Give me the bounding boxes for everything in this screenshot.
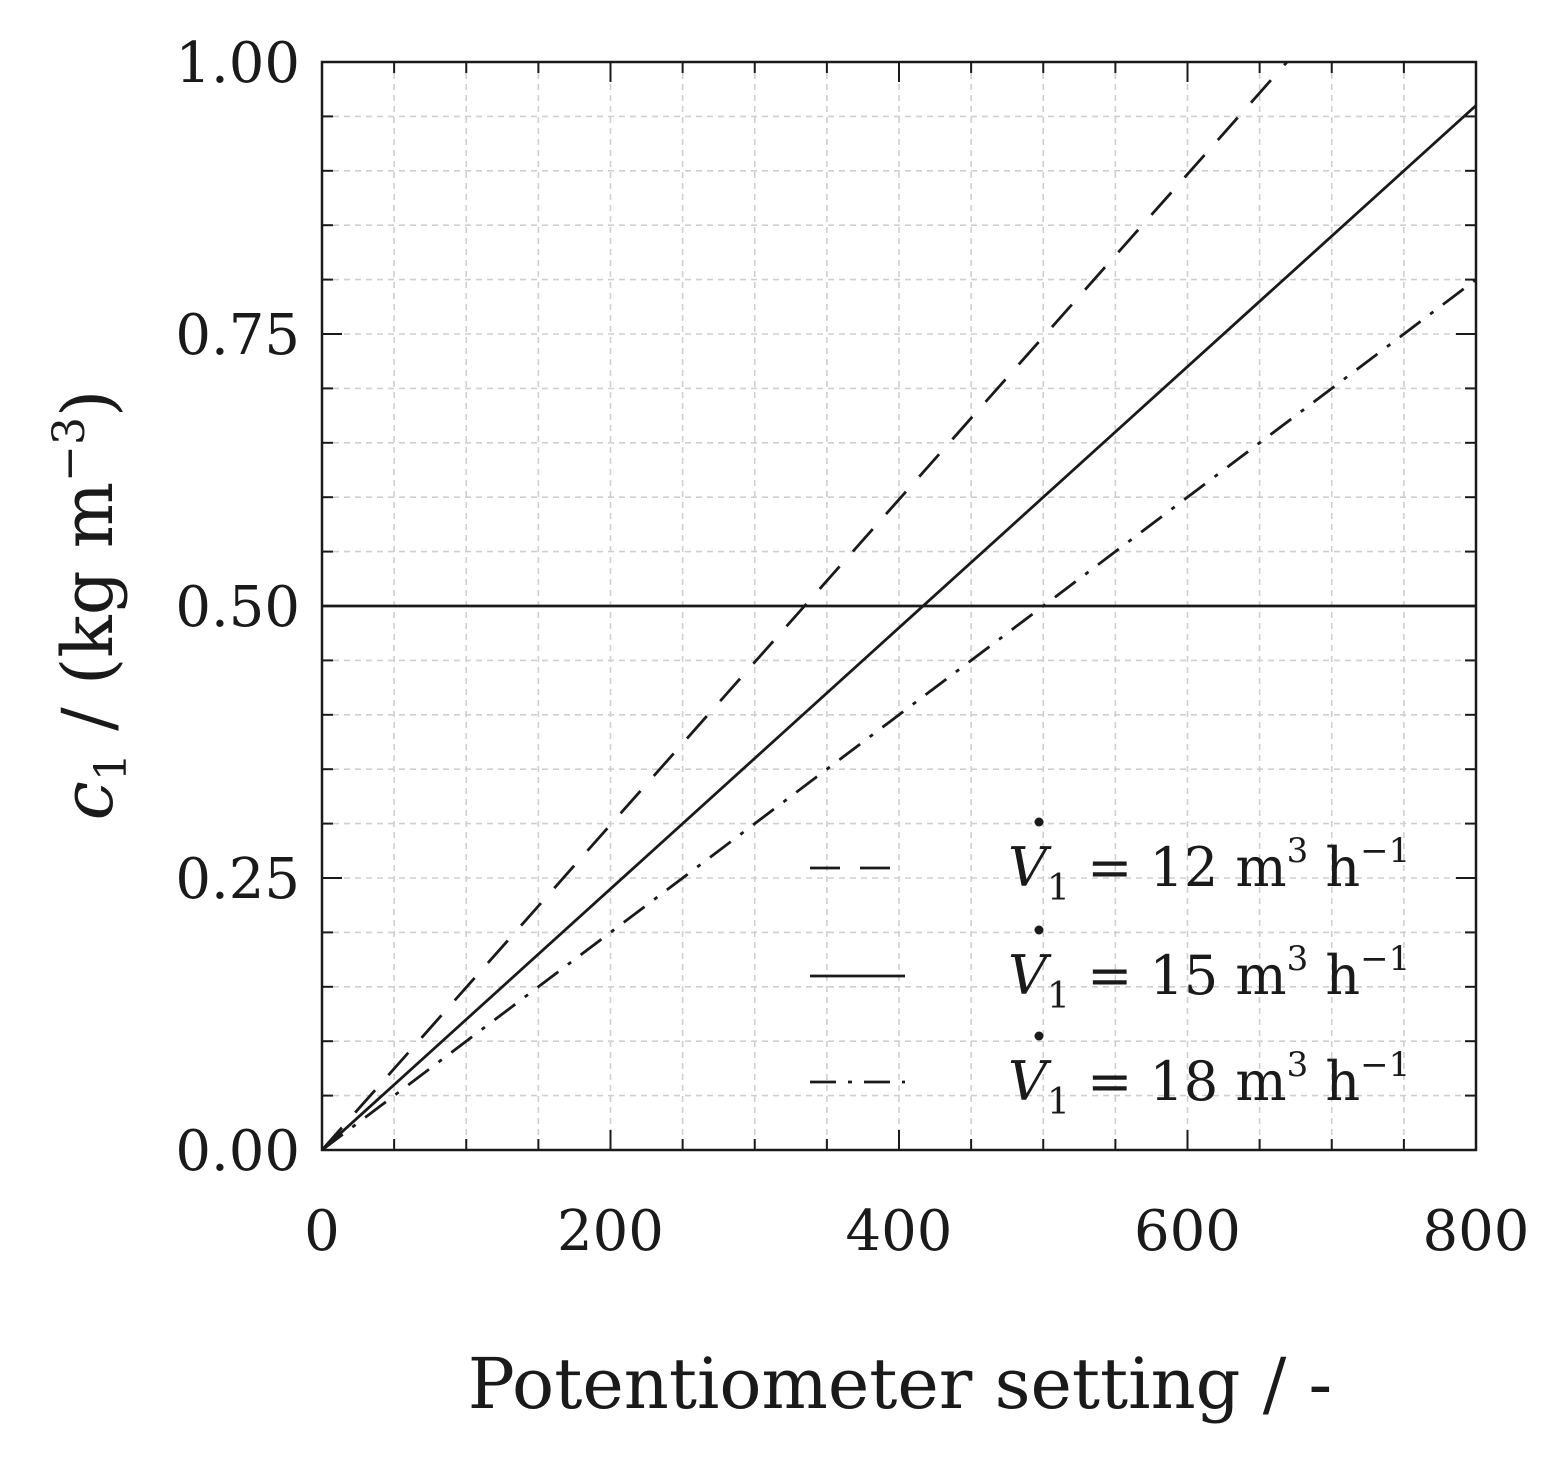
y-axis-unit-close: ) [47, 390, 129, 417]
y-axis-title: c1 / (kg m−3) [44, 390, 137, 821]
y-axis-symbol: c [47, 781, 129, 820]
x-tick-labels: 0 200 400 600 800 [304, 1199, 1529, 1264]
axis-ticks [322, 62, 1476, 1150]
legend-dot-accent-3 [1034, 1031, 1044, 1041]
x-tick-label: 800 [1423, 1199, 1530, 1264]
series-line-2 [321, 104, 1477, 1152]
legend-dot-accent-1 [1034, 817, 1044, 827]
series-line-3 [321, 278, 1477, 1152]
x-tick-label: 0 [304, 1199, 340, 1264]
x-tick-label: 400 [846, 1199, 953, 1264]
legend-dot-accent-2 [1034, 925, 1044, 935]
y-tick-label: 0.75 [175, 303, 300, 368]
y-tick-label: 0.50 [175, 575, 300, 640]
x-tick-label: 200 [557, 1199, 664, 1264]
legend-label-2: V1 = 15 m3 h−1 [1008, 939, 1410, 1017]
x-tick-label: 600 [1134, 1199, 1241, 1264]
y-tick-label: 0.25 [175, 847, 300, 912]
legend: V1 = 12 m3 h−1 V1 = 15 m3 h−1 V1 = 18 m3 h… [810, 817, 1410, 1123]
legend-label-3: V1 = 18 m3 h−1 [1008, 1045, 1410, 1123]
series-lines [320, 61, 1477, 1152]
y-tick-label: 0.00 [175, 1119, 300, 1184]
y-axis-subscript: 1 [86, 753, 137, 781]
y-axis-unit-exponent: −3 [44, 417, 95, 482]
y-axis-unit: / (kg m [47, 482, 129, 753]
y-tick-label: 1.00 [175, 31, 300, 96]
y-tick-labels: 0.00 0.25 0.50 0.75 1.00 [175, 31, 300, 1184]
x-axis-title: Potentiometer setting / - [468, 1343, 1332, 1425]
series-line-1 [320, 61, 1289, 1151]
legend-label-1: V1 = 12 m3 h−1 [1008, 831, 1410, 909]
